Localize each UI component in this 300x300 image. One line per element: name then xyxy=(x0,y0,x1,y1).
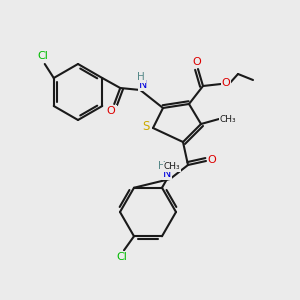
Text: H: H xyxy=(158,161,166,171)
Text: O: O xyxy=(222,78,230,88)
Text: O: O xyxy=(193,57,201,67)
Text: O: O xyxy=(208,155,216,165)
Text: H: H xyxy=(137,72,145,82)
Text: S: S xyxy=(142,119,150,133)
Text: N: N xyxy=(163,169,171,179)
Text: Cl: Cl xyxy=(117,252,128,262)
Text: O: O xyxy=(107,106,116,116)
Text: CH₃: CH₃ xyxy=(220,115,236,124)
Text: Cl: Cl xyxy=(37,51,48,61)
Text: CH₃: CH₃ xyxy=(164,162,180,171)
Text: N: N xyxy=(139,80,147,90)
